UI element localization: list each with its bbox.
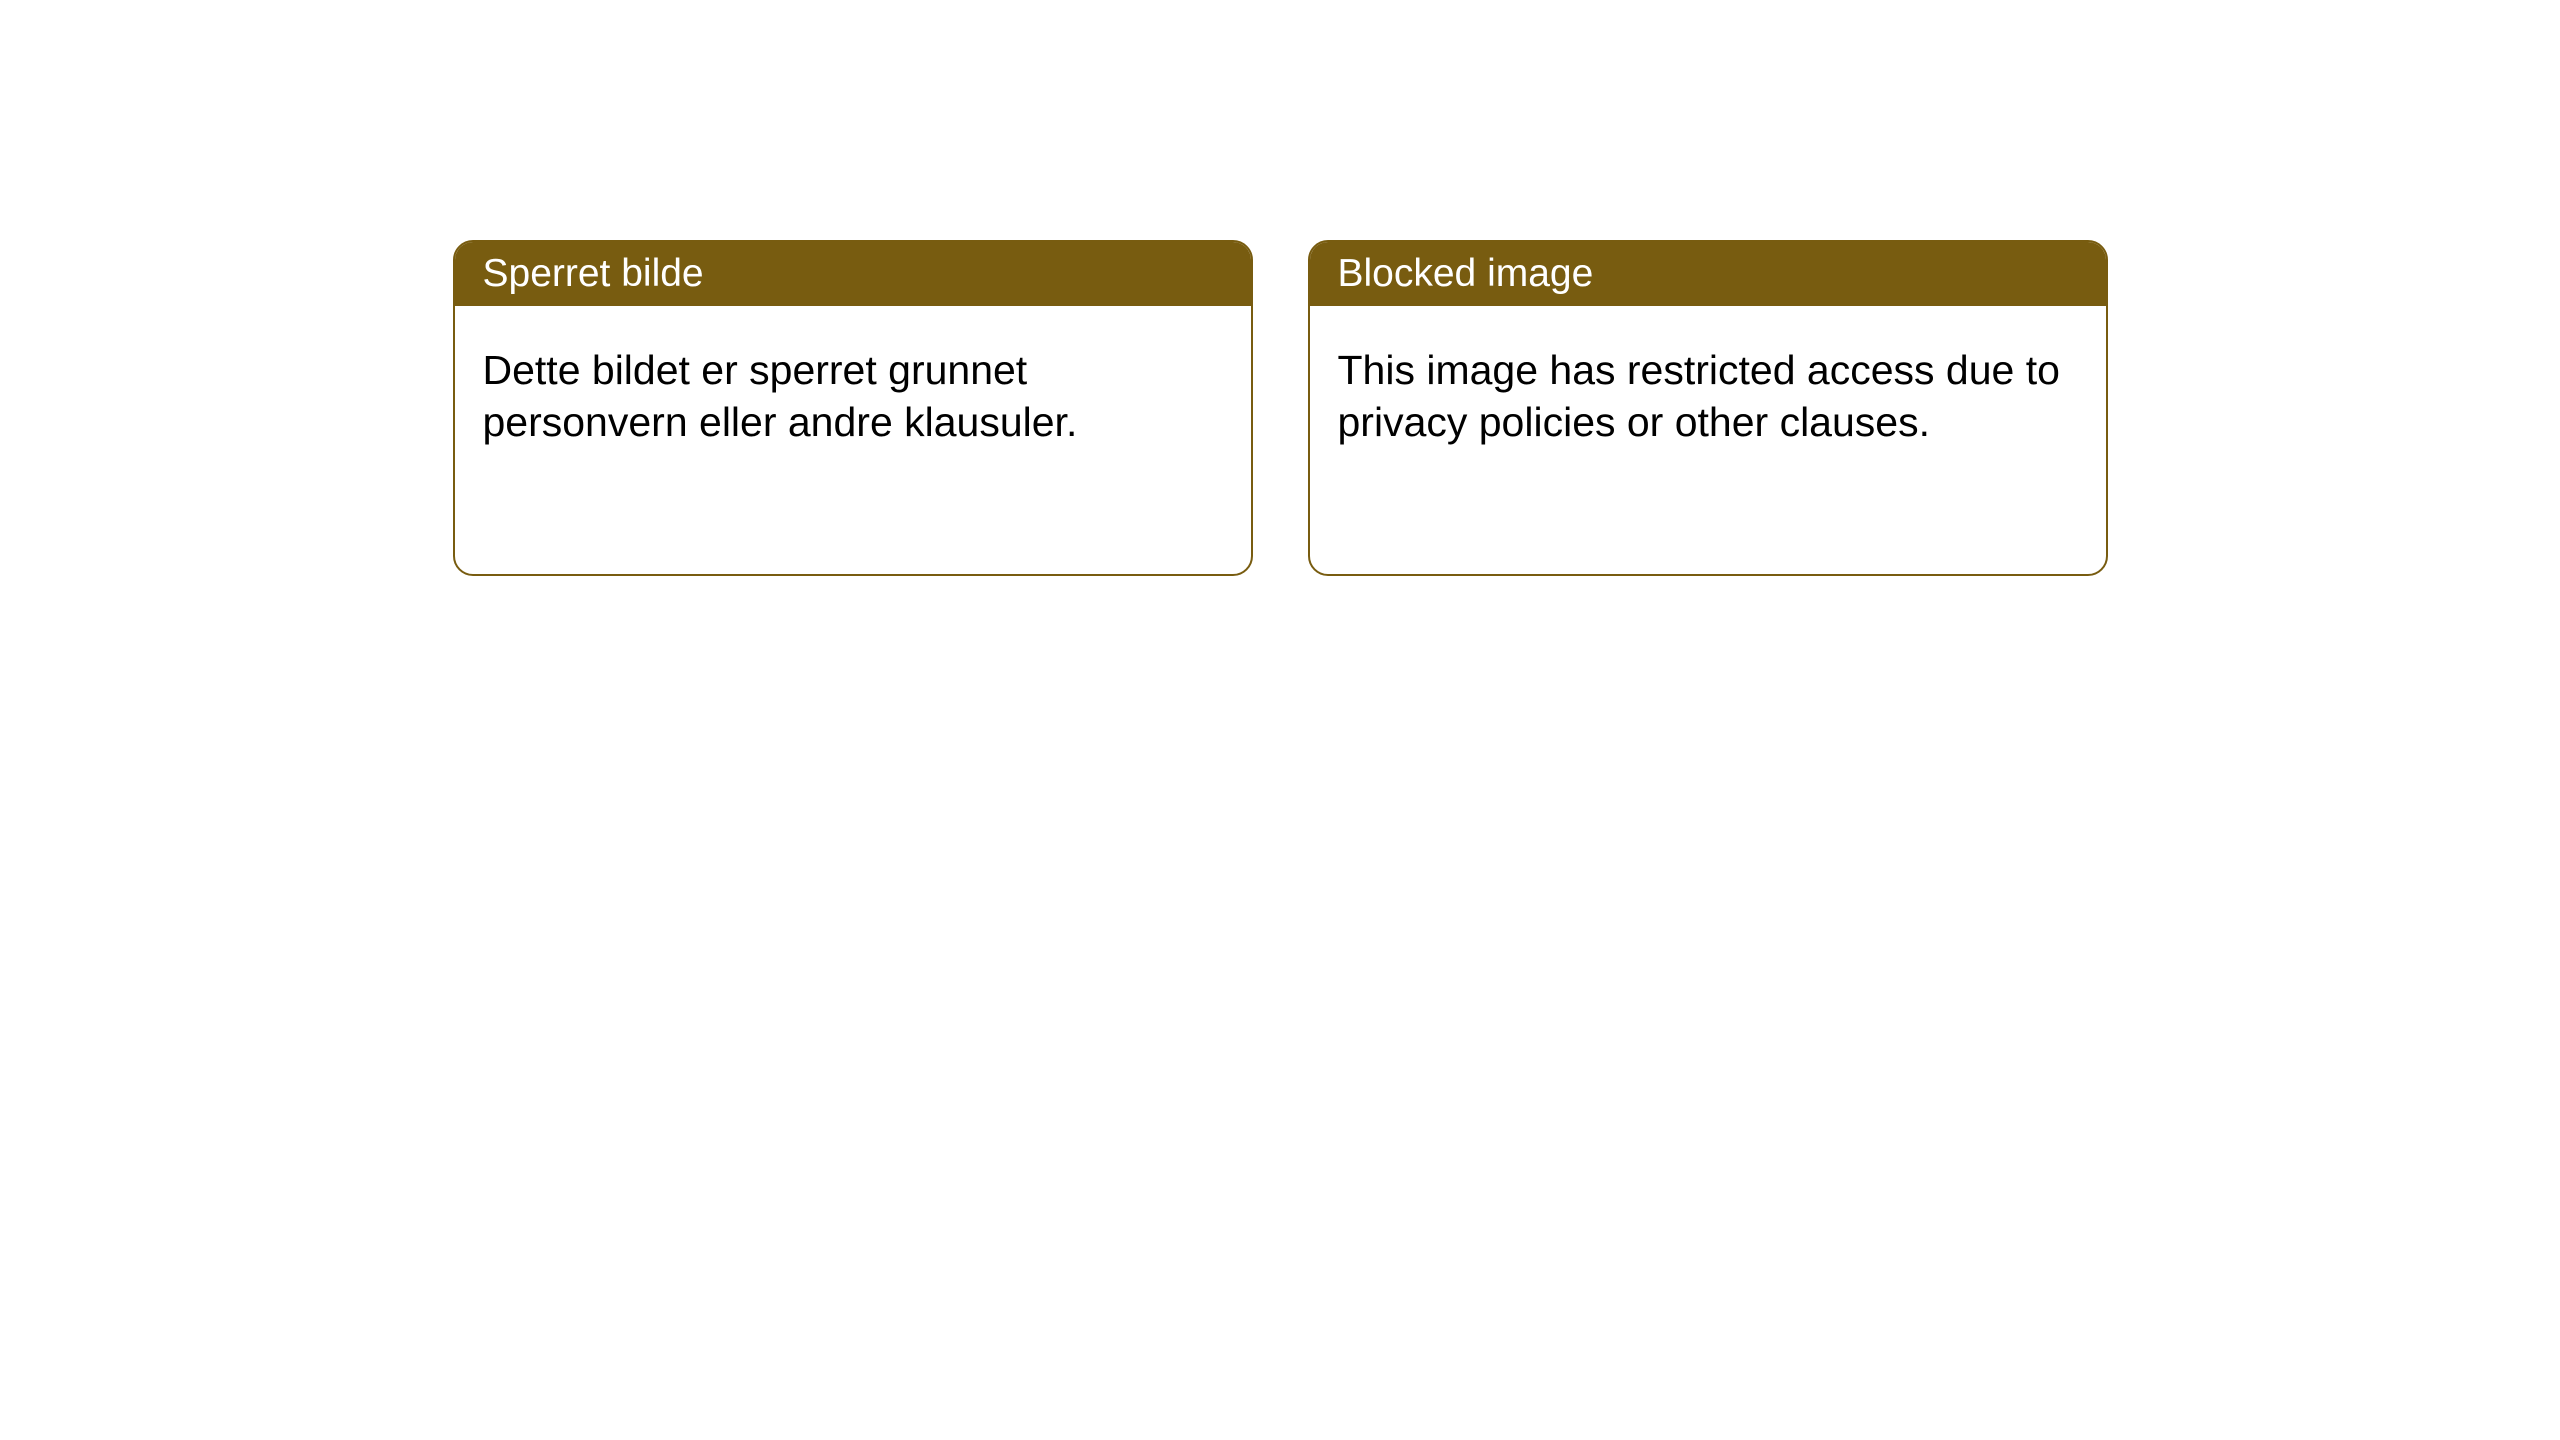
- notice-body-no: Dette bildet er sperret grunnet personve…: [455, 306, 1251, 487]
- notice-title-no: Sperret bilde: [455, 242, 1251, 306]
- notice-body-en: This image has restricted access due to …: [1310, 306, 2106, 487]
- notice-container: Sperret bilde Dette bildet er sperret gr…: [0, 240, 2560, 576]
- notice-card-en: Blocked image This image has restricted …: [1308, 240, 2108, 576]
- notice-title-en: Blocked image: [1310, 242, 2106, 306]
- notice-card-no: Sperret bilde Dette bildet er sperret gr…: [453, 240, 1253, 576]
